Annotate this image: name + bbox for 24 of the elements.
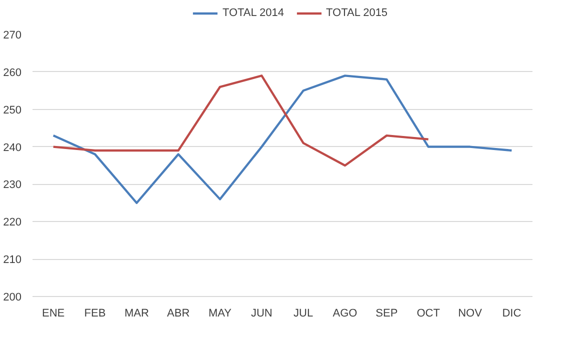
y-tick-label: 260 [3,66,22,79]
x-tick-label: SEP [376,308,398,320]
x-tick-label: AGO [332,308,358,320]
x-tick-label: MAY [208,308,232,320]
x-tick-label: MAR [124,308,149,320]
y-tick-label: 230 [3,179,22,192]
y-tick-label: 210 [3,254,22,266]
x-tick-label: ENE [42,308,65,320]
y-tick-label: 250 [3,104,22,116]
x-tick-label: OCT [416,308,440,320]
y-tick-label: 220 [3,216,22,229]
line-series [52,74,430,167]
y-tick-label: 200 [3,292,22,304]
x-tick-label: JUL [294,308,314,320]
x-tick-label: ABR [167,308,190,320]
x-tick-label: FEB [84,308,106,320]
legend-label: TOTAL 2014 [222,7,284,19]
y-tick-label: 270 [3,30,22,42]
legend-label: TOTAL 2015 [326,7,388,19]
line-series [52,74,513,204]
x-tick-label: DIC [502,308,522,320]
y-tick-label: 240 [3,142,22,154]
x-tick-label: JUN [250,308,272,320]
x-tick-label: NOV [458,308,483,320]
